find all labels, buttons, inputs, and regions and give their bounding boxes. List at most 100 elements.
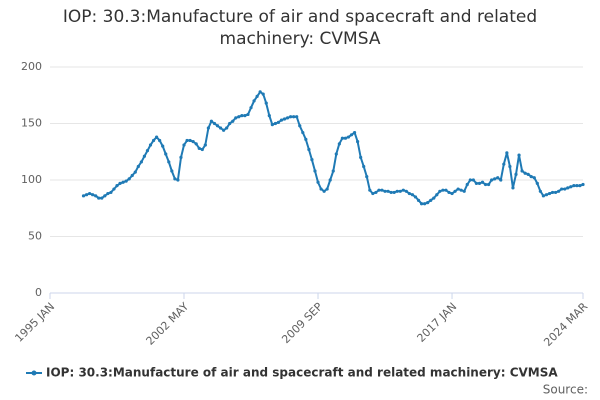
data-point xyxy=(255,94,259,98)
data-point xyxy=(432,196,436,200)
data-point xyxy=(176,178,180,182)
data-point xyxy=(133,170,137,174)
data-point xyxy=(276,120,281,124)
data-point xyxy=(234,116,238,120)
data-point xyxy=(486,182,491,187)
data-point xyxy=(377,188,381,192)
data-point xyxy=(313,169,317,173)
data-point xyxy=(553,190,558,195)
data-point xyxy=(575,184,579,188)
y-tick-label: 150 xyxy=(21,117,42,130)
data-point xyxy=(465,182,469,187)
data-point xyxy=(246,112,250,117)
data-point xyxy=(557,189,561,193)
data-point xyxy=(164,152,168,156)
source: Source: xyxy=(543,383,588,397)
data-point xyxy=(459,188,463,192)
data-point xyxy=(407,191,411,196)
data-point xyxy=(581,182,585,187)
data-point xyxy=(155,135,159,139)
data-point xyxy=(81,194,86,198)
data-point xyxy=(112,187,116,191)
data-point xyxy=(200,147,204,152)
data-point xyxy=(359,155,363,159)
data-point xyxy=(298,124,302,128)
x-tick-label: 1995 JAN xyxy=(12,300,57,345)
data-point xyxy=(87,191,92,196)
legend-label: IOP: 30.3:Manufacture of air and spacecr… xyxy=(46,366,558,380)
data-point xyxy=(215,124,220,128)
data-point xyxy=(130,173,134,178)
data-point xyxy=(566,186,570,190)
data-point xyxy=(480,180,485,184)
data-point xyxy=(109,190,113,195)
data-point xyxy=(292,115,296,119)
data-point xyxy=(151,138,156,143)
data-point xyxy=(578,184,582,188)
data-point xyxy=(225,126,229,130)
data-point xyxy=(264,101,268,105)
x-tick-label: 2009 SEP xyxy=(279,300,325,346)
data-point xyxy=(435,193,439,197)
data-point xyxy=(319,187,323,191)
data-point xyxy=(508,164,512,169)
data-point xyxy=(529,175,533,179)
y-tick-label: 200 xyxy=(21,60,42,73)
data-point xyxy=(401,188,405,192)
data-point xyxy=(218,126,223,130)
data-point xyxy=(282,117,287,121)
data-point xyxy=(456,187,460,191)
data-point xyxy=(173,177,177,181)
data-point xyxy=(206,126,210,130)
data-point xyxy=(136,164,140,169)
data-point xyxy=(490,178,494,182)
data-point xyxy=(273,121,277,126)
data-point xyxy=(209,119,214,123)
data-point xyxy=(535,181,539,185)
data-point xyxy=(444,188,448,192)
data-point xyxy=(325,187,329,191)
data-point xyxy=(148,143,153,147)
data-point xyxy=(502,162,506,166)
data-point xyxy=(413,195,418,199)
data-point xyxy=(334,152,338,156)
data-point xyxy=(572,184,576,188)
data-point xyxy=(237,115,241,119)
x-tick-label: 2002 MAY xyxy=(144,300,192,348)
data-point xyxy=(450,191,454,196)
data-point xyxy=(94,194,98,198)
data-point xyxy=(352,130,357,135)
data-point xyxy=(474,181,478,185)
data-point xyxy=(532,176,536,180)
data-point xyxy=(270,123,274,127)
data-point xyxy=(145,149,150,153)
data-point xyxy=(380,188,384,192)
data-point xyxy=(252,99,256,103)
data-point xyxy=(395,189,399,193)
data-point xyxy=(337,142,341,146)
data-point xyxy=(310,158,314,162)
data-point xyxy=(197,146,201,150)
y-tick-label: 50 xyxy=(28,230,42,243)
data-point xyxy=(139,160,143,164)
data-point xyxy=(447,190,451,195)
data-point xyxy=(106,191,110,196)
data-point xyxy=(84,193,89,197)
data-point xyxy=(167,160,171,164)
data-point xyxy=(471,178,475,182)
data-point xyxy=(368,188,372,192)
series-line xyxy=(83,90,584,205)
data-point xyxy=(231,119,235,123)
data-point xyxy=(569,185,573,189)
data-point xyxy=(511,186,515,190)
data-point xyxy=(544,193,549,197)
data-point xyxy=(526,172,530,176)
data-point xyxy=(121,180,125,184)
data-point xyxy=(493,177,497,181)
data-point xyxy=(371,191,375,196)
data-point xyxy=(563,187,567,191)
data-point xyxy=(261,92,265,96)
data-point xyxy=(301,130,305,135)
data-point xyxy=(346,135,351,139)
